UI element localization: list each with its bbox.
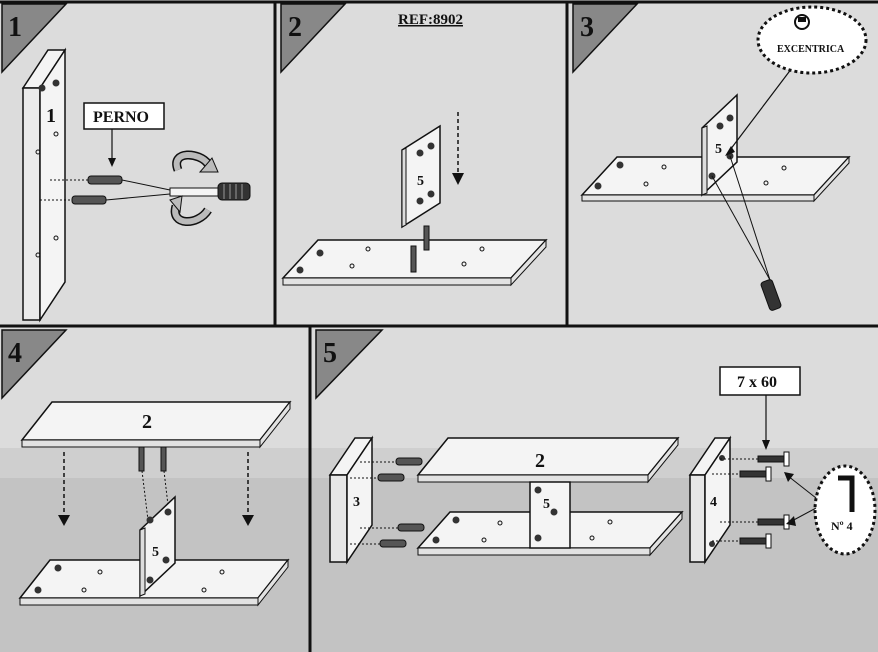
step-3-drawing: 5 EXCENTRICA (580, 5, 868, 311)
step-badge-5: 5 (315, 329, 384, 400)
board-number-2-step5: 2 (535, 450, 545, 472)
screws-7x60 (712, 451, 790, 549)
excentrica-label: EXCENTRICA (777, 44, 845, 55)
step-1-drawing: 1 PERNO (21, 47, 251, 323)
step-4-drawing: 2 5 (18, 400, 292, 607)
step-number-5: 5 (323, 338, 337, 369)
side-panel-4 (704, 435, 731, 565)
perno-label: PERNO (93, 109, 149, 126)
board-number-2-step4: 2 (142, 411, 152, 433)
screw-size-label: 7 x 60 (737, 374, 777, 391)
divider-panel-5-step5 (529, 481, 571, 549)
panel-number-1: 1 (46, 105, 56, 127)
step-badge-3: 3 (572, 3, 639, 74)
screwdriver-handle-step3 (760, 279, 782, 311)
step-number-4: 4 (8, 338, 22, 369)
perno-callout-box (83, 102, 165, 130)
panel-number-5-step5: 5 (543, 497, 550, 512)
allen-key-callout (813, 464, 877, 556)
panel-number-5-step4: 5 (152, 545, 159, 560)
side-panel-front (22, 87, 41, 321)
step-5-drawing: 3 2 5 4 (328, 366, 877, 565)
panel-number-4: 4 (710, 495, 717, 510)
panel-number-3: 3 (353, 495, 360, 510)
cam-pin-upper (87, 175, 123, 185)
step-2-drawing: 5 (281, 112, 548, 287)
panel-number-5-step2: 5 (417, 174, 424, 189)
excentrica-callout (756, 5, 868, 75)
step-number-3: 3 (580, 12, 594, 43)
reference-code: REF:8902 (398, 12, 463, 28)
screw-size-callout (719, 366, 801, 396)
panel-number-5-step3: 5 (715, 142, 722, 157)
step-badge-4: 4 (1, 329, 68, 400)
step-number-1: 1 (8, 12, 22, 43)
top-board-step5 (416, 437, 680, 476)
cam-pin-lower (71, 195, 107, 205)
side-panel-face (39, 47, 66, 323)
top-board-step4 (20, 401, 292, 441)
side-panel-3 (346, 435, 373, 565)
step-badge-2: 2 (280, 3, 347, 74)
allen-key-icon (838, 475, 855, 512)
screwdriver-handle (217, 182, 251, 201)
screwdriver-shaft (169, 187, 221, 197)
allen-key-label: Nº 4 (831, 519, 853, 533)
step-badge-1: 1 (1, 3, 68, 74)
step-number-2: 2 (288, 12, 302, 43)
